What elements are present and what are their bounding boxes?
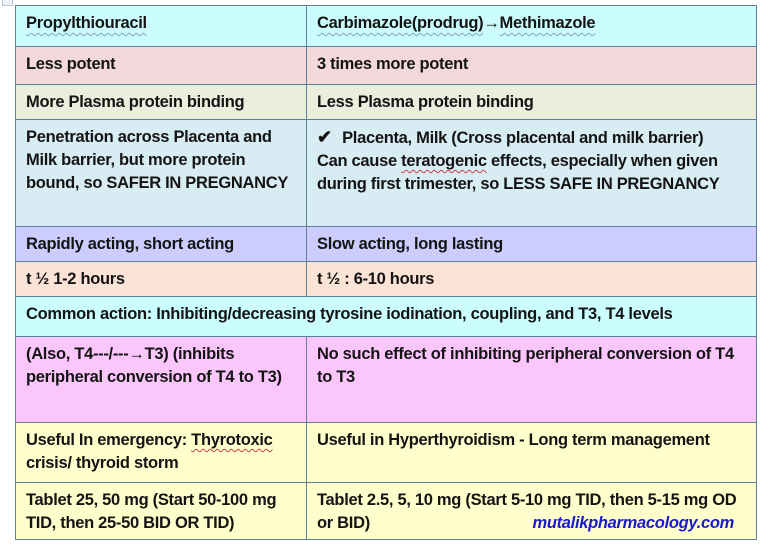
cell-left: (Also, T4---/---→T3) (inhibits periphera… — [15, 336, 307, 423]
cell-left: Useful In emergency: Thyrotoxic crisis/ … — [15, 422, 307, 483]
table-row-half-life: t ½ 1-2 hours t ½ : 6-10 hours — [15, 261, 757, 297]
header-propylthiouracil: Propylthiouracil — [15, 5, 307, 47]
cell-left: Tablet 25, 50 mg (Start 50-100 mg TID, t… — [15, 482, 307, 540]
cell-left: Rapidly acting, short acting — [15, 226, 307, 262]
table-row-dosage: Tablet 25, 50 mg (Start 50-100 mg TID, t… — [15, 482, 757, 540]
cell-right: 3 times more potent — [306, 46, 757, 85]
table-row-peripheral-conversion: (Also, T4---/---→T3) (inhibits periphera… — [15, 336, 757, 423]
table-row-potency: Less potent 3 times more potent — [15, 46, 757, 85]
watermark: mutalikpharmacology.com — [532, 514, 734, 532]
table-header-row: Propylthiouracil Carbimazole(prodrug)→Me… — [15, 5, 757, 47]
cell-right: Tablet 2.5, 5, 10 mg (Start 5-10 mg TID,… — [306, 482, 757, 540]
cell-right: No such effect of inhibiting peripheral … — [306, 336, 757, 423]
cell-left: More Plasma protein binding — [15, 84, 307, 120]
header-carbimazole: Carbimazole(prodrug)→Methimazole — [306, 5, 757, 47]
cell-right: Slow acting, long lasting — [306, 226, 757, 262]
table-row-placenta: Penetration across Placenta and Milk bar… — [15, 119, 757, 227]
cell-right: Useful in Hyperthyroidism - Long term ma… — [306, 422, 757, 483]
comparison-table: Propylthiouracil Carbimazole(prodrug)→Me… — [15, 5, 757, 540]
cell-left: Less potent — [15, 46, 307, 85]
arrow-icon: → — [483, 14, 500, 32]
cell-common: Common action: Inhibiting/decreasing tyr… — [15, 296, 757, 337]
table-row-common-action: Common action: Inhibiting/decreasing tyr… — [15, 296, 757, 337]
table-row-onset: Rapidly acting, short acting Slow acting… — [15, 226, 757, 262]
cell-right: Less Plasma protein binding — [306, 84, 757, 120]
cell-right: t ½ : 6-10 hours — [306, 261, 757, 297]
cell-right: ✔ Placenta, Milk (Cross placental and mi… — [306, 119, 757, 227]
embedded-object-marker — [2, 0, 13, 6]
cell-left: t ½ 1-2 hours — [15, 261, 307, 297]
table-row-protein-binding: More Plasma protein binding Less Plasma … — [15, 84, 757, 120]
table-row-usage: Useful In emergency: Thyrotoxic crisis/ … — [15, 422, 757, 483]
check-icon: ✔ — [317, 127, 332, 147]
cell-left: Penetration across Placenta and Milk bar… — [15, 119, 307, 227]
